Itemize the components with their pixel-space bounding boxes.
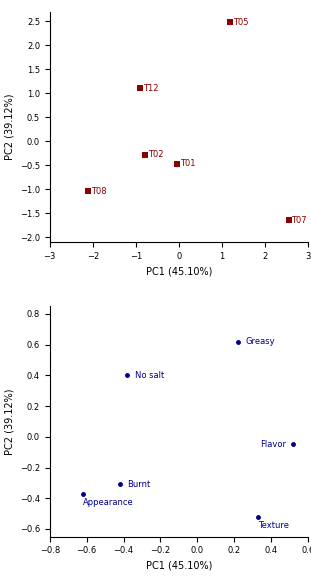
Y-axis label: PC2 (39.12%): PC2 (39.12%)	[4, 388, 14, 455]
Text: T12: T12	[143, 84, 159, 93]
Text: Texture: Texture	[258, 522, 289, 530]
Text: T02: T02	[148, 150, 164, 159]
Text: T07: T07	[291, 216, 307, 225]
Text: Greasy: Greasy	[245, 337, 275, 346]
Text: Burnt: Burnt	[127, 480, 151, 489]
X-axis label: PC1 (45.10%): PC1 (45.10%)	[146, 266, 212, 276]
Text: Flavor: Flavor	[260, 440, 286, 449]
Text: No salt: No salt	[135, 371, 164, 380]
Y-axis label: PC2 (39.12%): PC2 (39.12%)	[4, 93, 14, 160]
Text: T01: T01	[180, 159, 195, 168]
Text: T08: T08	[91, 187, 107, 196]
Text: Appearance: Appearance	[83, 499, 134, 507]
X-axis label: PC1 (45.10%): PC1 (45.10%)	[146, 561, 212, 571]
Text: T05: T05	[234, 17, 249, 27]
